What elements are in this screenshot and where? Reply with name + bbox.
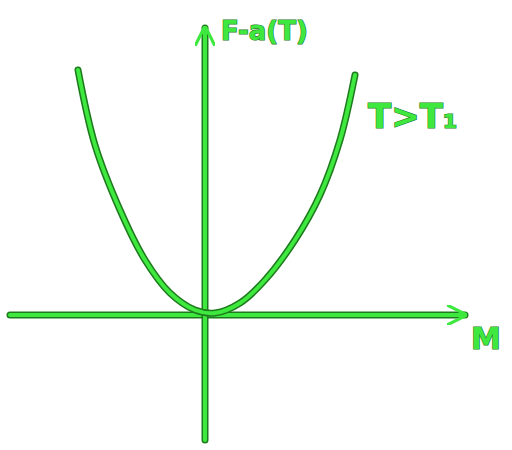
- curve: [78, 70, 355, 313]
- plot-area: [78, 70, 355, 313]
- y-axis-line-outline: [202, 28, 209, 440]
- annotation: T>T₁: [368, 96, 458, 136]
- x-axis-line-outline: [10, 312, 465, 319]
- x-axis-line: [10, 313, 465, 317]
- x-axis: [10, 315, 465, 316]
- y-axis-line: [203, 28, 207, 440]
- x-axis-title: M: [471, 321, 501, 356]
- chart: F-a(T) M T>T₁: [0, 0, 512, 450]
- curve-outline: [78, 70, 355, 313]
- y-axis-title: F-a(T): [221, 16, 308, 46]
- y-axis: [205, 28, 206, 440]
